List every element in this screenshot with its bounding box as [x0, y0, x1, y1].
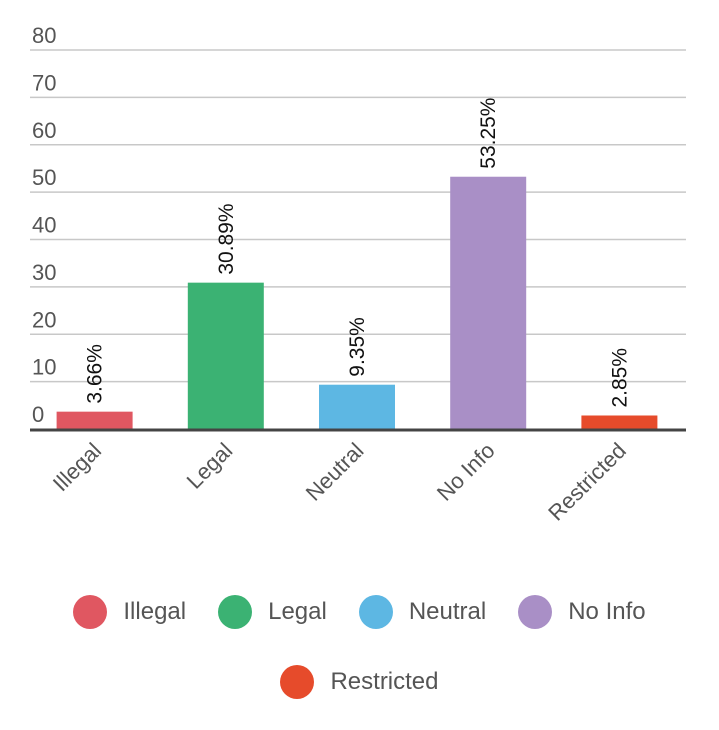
- y-tick-label: 0: [32, 402, 44, 427]
- y-tick-label: 80: [32, 23, 56, 48]
- y-axis-ticks: 0 10 20 30 40 50 60 70 80: [32, 23, 56, 427]
- legend-swatch: [73, 595, 108, 629]
- x-axis-categories: Illegal Legal Neutral No Info Restricted: [48, 438, 631, 526]
- bar: [581, 415, 658, 429]
- x-category-label: Restricted: [543, 438, 631, 526]
- legend-label: Neutral: [408, 598, 487, 625]
- legend-item: Neutral: [358, 595, 487, 629]
- legend-label: No Info: [568, 598, 646, 625]
- data-label: 3.66%: [84, 344, 107, 404]
- y-tick-label: 20: [32, 307, 56, 332]
- bar: [56, 411, 133, 429]
- data-labels: 3.66% 30.89% 9.35% 53.25% 2.85%: [84, 97, 632, 407]
- legend: Illegal Legal Neutral No Info Restricted: [0, 590, 719, 730]
- legend-item: Legal: [218, 595, 327, 629]
- legend-item: Illegal: [73, 595, 186, 629]
- y-tick-label: 10: [32, 355, 56, 380]
- bar: [450, 176, 527, 429]
- legend-swatch: [218, 595, 253, 629]
- legend-swatch: [358, 595, 393, 629]
- x-category-label: Legal: [182, 438, 238, 494]
- bar: [319, 384, 395, 429]
- legend-label: Illegal: [123, 598, 187, 625]
- legend-swatch: [518, 595, 553, 629]
- data-label: 53.25%: [477, 97, 500, 168]
- legend-item: No Info: [518, 595, 646, 629]
- x-category-label: Neutral: [301, 438, 369, 506]
- legend-item: Restricted: [280, 665, 439, 699]
- data-label: 30.89%: [215, 203, 238, 274]
- y-tick-label: 30: [32, 260, 56, 285]
- x-category-label: No Info: [432, 438, 500, 506]
- bar-chart: 0 10 20 30 40 50 60 70 80 3.66% 30.89% 9.35% 53.25%…: [30, 23, 686, 526]
- legend-swatch: [280, 665, 315, 699]
- y-tick-label: 60: [32, 118, 56, 143]
- data-label: 9.35%: [346, 317, 369, 377]
- legend-label: Restricted: [330, 668, 439, 695]
- y-tick-label: 50: [32, 165, 56, 190]
- gridlines: [30, 49, 686, 383]
- y-tick-label: 70: [32, 70, 56, 95]
- data-label: 2.85%: [608, 348, 631, 408]
- legend-label: Legal: [268, 598, 327, 625]
- x-category-label: Illegal: [48, 438, 106, 496]
- legend-row: Restricted: [0, 660, 719, 704]
- y-tick-label: 40: [32, 213, 56, 238]
- bar: [187, 282, 264, 429]
- legend-row: Illegal Legal Neutral No Info: [0, 590, 719, 634]
- bars: [56, 176, 658, 429]
